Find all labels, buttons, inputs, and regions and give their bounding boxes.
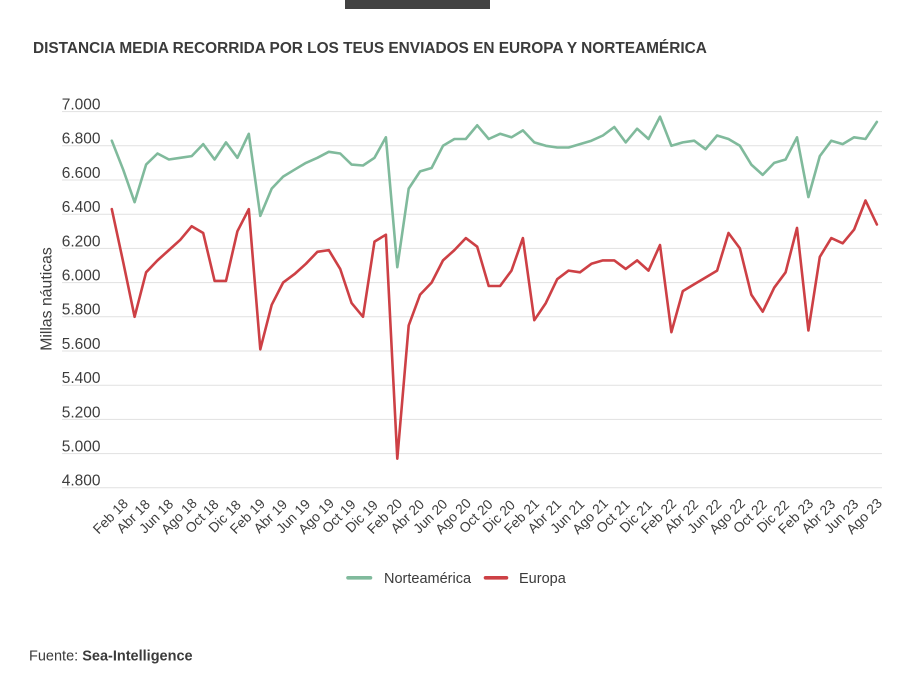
svg-text:Europa: Europa bbox=[519, 571, 567, 587]
svg-text:7.000: 7.000 bbox=[62, 97, 101, 114]
svg-text:6.200: 6.200 bbox=[62, 233, 101, 250]
svg-text:Fuente: Sea-Intelligence: Fuente: Sea-Intelligence bbox=[29, 649, 193, 665]
svg-text:4.800: 4.800 bbox=[62, 473, 101, 490]
svg-text:DISTANCIA MEDIA RECORRIDA POR: DISTANCIA MEDIA RECORRIDA POR LOS TEUS E… bbox=[33, 40, 707, 57]
svg-text:5.800: 5.800 bbox=[62, 302, 101, 319]
svg-text:5.000: 5.000 bbox=[62, 439, 101, 456]
svg-text:6.400: 6.400 bbox=[62, 199, 101, 216]
svg-text:6.800: 6.800 bbox=[62, 131, 101, 148]
svg-text:Millas náuticas: Millas náuticas bbox=[39, 247, 56, 351]
svg-text:5.200: 5.200 bbox=[62, 404, 101, 421]
svg-text:5.400: 5.400 bbox=[62, 370, 101, 387]
svg-text:5.600: 5.600 bbox=[62, 336, 101, 353]
svg-text:Norteamérica: Norteamérica bbox=[384, 571, 472, 587]
svg-text:6.600: 6.600 bbox=[62, 165, 101, 182]
svg-text:6.000: 6.000 bbox=[62, 268, 101, 285]
